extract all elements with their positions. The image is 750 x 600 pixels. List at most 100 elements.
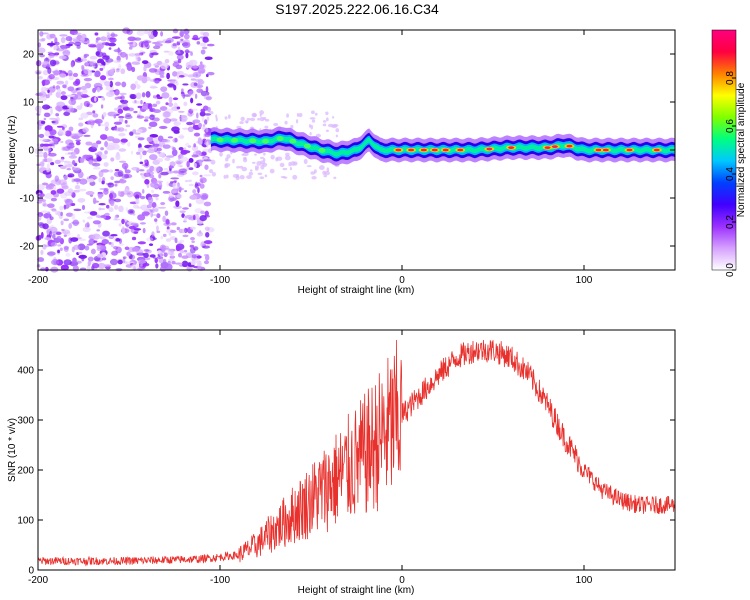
spectrogram-speckle-blob	[96, 86, 101, 93]
spectrogram-speckle-blob	[133, 110, 138, 114]
spectrogram-speckle-blob	[155, 263, 159, 269]
spectrogram-speckle-blob	[118, 63, 122, 71]
spectrogram-speckle-blob	[118, 223, 122, 227]
spectrogram-speckle-blob	[122, 256, 127, 260]
spectrogram-speckle-blob	[204, 56, 213, 60]
spectrogram-speckle-blob	[148, 136, 154, 141]
spectrogram-speckle-blob	[88, 69, 93, 76]
spectrogram-speckle-blob	[91, 262, 100, 269]
spectrogram-speckle-blob	[172, 182, 176, 189]
spectrogram-speckle-blob	[114, 183, 118, 187]
spectrogram-speckle-blob	[105, 204, 110, 209]
spectrogram-speckle-blob	[178, 168, 188, 173]
snr-x-label: Height of straight line (km)	[298, 585, 415, 596]
spectrogram-speckle-blob	[162, 111, 171, 118]
spectrogram-speckle-blob	[171, 149, 178, 157]
spectrogram-speckle-blob	[190, 78, 196, 81]
spectrogram-speckle-blob	[105, 91, 115, 98]
spectrogram-speckle-blob	[59, 205, 64, 211]
ridge-hotspot-core	[595, 148, 602, 152]
spectrogram-speckle-blob	[114, 169, 120, 172]
ridge-hotspot-core	[566, 144, 573, 148]
spectrogram-speckle-blob	[94, 96, 97, 102]
spectrogram-speckle-blob	[137, 259, 147, 265]
spectrogram-speckle-blob	[151, 52, 159, 56]
spectrogram-speckle-blob	[40, 249, 44, 255]
spectrogram-speckle-blob	[89, 211, 98, 216]
spectrogram-speckle-blob	[183, 94, 191, 97]
spectrogram-speckle-blob	[68, 73, 73, 76]
spectrogram-speckle-blob	[60, 220, 64, 226]
spectrogram-speckle-blob	[137, 214, 146, 221]
spectrogram-speckle-blob	[165, 155, 175, 158]
spectrogram-speckle-blob	[84, 245, 90, 251]
spectrogram-speckle-blob	[75, 139, 82, 142]
spectrogram-speckle-blob	[144, 179, 150, 185]
spectrogram-speckle-blob	[200, 108, 206, 113]
spectrogram-speckle-blob	[50, 138, 59, 143]
spectrogram-speckle-blob	[80, 112, 89, 119]
ridge-hotspot-core	[395, 148, 402, 152]
spectrogram-speckle-blob	[49, 117, 57, 120]
spectrogram-speckle-blob	[44, 112, 50, 115]
spectrogram-speckle-blob	[134, 52, 142, 56]
spectrogram-speckle-blob	[139, 264, 143, 267]
spectrogram-speckle-blob	[192, 119, 201, 124]
spectrogram-speckle-blob	[115, 246, 122, 254]
spectrogram-speckle-blob	[39, 54, 45, 58]
spectrogram-speckle-blob	[100, 214, 106, 218]
spectrogram-speckle-blob	[93, 240, 98, 243]
spectrogram-speckle-blob	[153, 166, 160, 173]
spectrogram-speckle-blob	[102, 55, 110, 60]
spectrogram-speckle-blob	[120, 68, 126, 75]
ridge-hotspot-core	[420, 148, 427, 152]
spectrogram-speckle-blob	[140, 172, 143, 176]
spectrogram-speckle-blob	[139, 161, 144, 165]
spectrogram-speckle-blob	[200, 179, 204, 185]
spectrogram-speckle-blob	[148, 121, 158, 128]
spectrogram-speckle-blob	[158, 183, 162, 186]
spectrogram-speckle-blob	[201, 116, 205, 123]
spectrogram-speckle-blob	[150, 181, 159, 188]
spectrogram-speckle-blob	[54, 37, 58, 44]
ridge-hotspot-core	[602, 148, 609, 152]
spectrogram-speckle-blob	[210, 159, 216, 165]
spectrogram-speckle-blob	[129, 93, 135, 99]
spectrogram-speckle-blob	[165, 238, 171, 242]
spectrogram-speckle-blob	[190, 97, 194, 104]
spectrogram-speckle-blob	[170, 80, 175, 84]
spectrogram-speckle-blob	[310, 171, 316, 175]
spectrogram-speckle-blob	[136, 30, 145, 36]
spectrogram-speckle-blob	[112, 143, 120, 150]
spectrogram-speckle-blob	[124, 165, 127, 171]
colorbar-ticks: 0.0 0.2 0.4 0.6 0.8	[725, 71, 736, 277]
spectrogram-speckle-blob	[122, 27, 131, 34]
spectrogram-speckle-blob	[192, 171, 199, 176]
spectrogram-speckle-blob	[136, 129, 143, 133]
spectrogram-y-label: Frequency (Hz)	[7, 116, 18, 185]
spectrogram-speckle-blob	[112, 138, 121, 144]
spectrogram-speckle-blob	[206, 43, 215, 47]
spectrogram-speckle-blob	[75, 140, 81, 146]
spectrogram-speckle-blob	[155, 100, 161, 105]
spectrogram-speckle-blob	[118, 115, 125, 119]
spectrogram-speckle-blob	[73, 178, 81, 182]
spectrogram-speckle-blob	[113, 204, 119, 210]
spectrogram-speckle-blob	[82, 154, 90, 159]
spectrogram-speckle-blob	[142, 227, 146, 234]
spectrogram-speckle-blob	[203, 156, 208, 160]
spectrogram-speckle-blob	[102, 65, 106, 70]
spectrogram-speckle-blob	[184, 49, 190, 54]
spectrogram-speckle-blob	[192, 214, 196, 220]
spectrogram-speckle-blob	[143, 257, 151, 261]
spectrogram-speckle-blob	[202, 245, 210, 249]
spectrogram-speckle-blob	[186, 121, 194, 126]
spectrogram-speckle-blob	[215, 117, 218, 122]
spectrogram-speckle-blob	[182, 83, 189, 86]
spectrogram-speckle-blob	[322, 123, 327, 127]
spectrogram-speckle-blob	[324, 171, 330, 176]
spectrogram-speckle-blob	[40, 161, 45, 167]
ridge-hotspot-core	[508, 146, 515, 150]
spectrogram-speckle-blob	[109, 80, 113, 88]
spectrogram-speckle-blob	[172, 170, 181, 174]
